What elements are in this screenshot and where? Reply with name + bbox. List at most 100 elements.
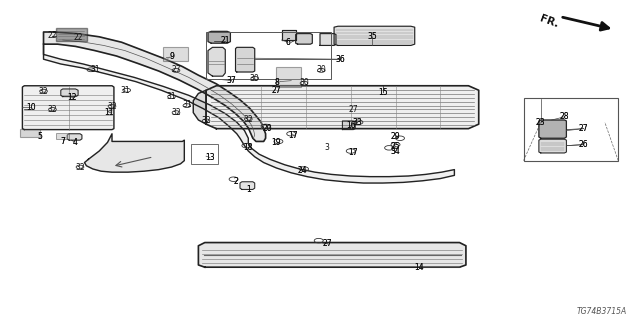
Text: 15: 15 bbox=[378, 88, 388, 97]
Text: 20: 20 bbox=[262, 124, 273, 133]
Polygon shape bbox=[320, 34, 336, 45]
Text: 13: 13 bbox=[205, 153, 215, 162]
Text: 1: 1 bbox=[246, 185, 251, 194]
Polygon shape bbox=[236, 47, 255, 72]
Polygon shape bbox=[44, 44, 454, 183]
Text: FR.: FR. bbox=[538, 14, 560, 30]
Polygon shape bbox=[198, 243, 466, 267]
Text: 32: 32 bbox=[38, 87, 49, 96]
Polygon shape bbox=[208, 31, 230, 43]
Text: 34: 34 bbox=[390, 147, 401, 156]
Polygon shape bbox=[334, 26, 415, 45]
Bar bbox=[56, 133, 69, 139]
Text: 9: 9 bbox=[169, 52, 174, 61]
Text: 2: 2 bbox=[233, 177, 238, 186]
Text: 19: 19 bbox=[271, 138, 282, 147]
Text: 4: 4 bbox=[73, 138, 78, 147]
Bar bbox=[524, 98, 618, 161]
Text: 34: 34 bbox=[390, 147, 401, 156]
Polygon shape bbox=[67, 134, 82, 140]
Text: 21: 21 bbox=[221, 36, 230, 45]
Text: 24: 24 bbox=[297, 166, 307, 175]
Text: 11: 11 bbox=[104, 108, 113, 117]
Text: 31: 31 bbox=[90, 65, 100, 74]
Polygon shape bbox=[208, 47, 225, 76]
Text: 19: 19 bbox=[271, 138, 282, 147]
Text: 32: 32 bbox=[171, 108, 181, 117]
Text: 22: 22 bbox=[48, 31, 57, 40]
Text: 8: 8 bbox=[274, 78, 279, 87]
Text: 35: 35 bbox=[367, 32, 378, 41]
Text: TG74B3715A: TG74B3715A bbox=[577, 307, 627, 316]
Bar bbox=[206, 32, 331, 79]
Text: 23: 23 bbox=[536, 118, 546, 127]
Polygon shape bbox=[539, 139, 566, 153]
Polygon shape bbox=[539, 120, 566, 138]
Text: 29: 29 bbox=[390, 132, 401, 141]
Text: 3: 3 bbox=[324, 143, 329, 152]
Text: 27: 27 bbox=[171, 65, 181, 74]
Bar bbox=[56, 28, 87, 41]
Text: 32: 32 bbox=[201, 116, 211, 125]
Text: 17: 17 bbox=[348, 148, 358, 157]
Text: 10: 10 bbox=[26, 103, 36, 112]
Polygon shape bbox=[296, 34, 312, 44]
Text: 12: 12 bbox=[67, 93, 76, 102]
Text: 23: 23 bbox=[536, 118, 546, 127]
Text: 31: 31 bbox=[120, 86, 130, 95]
Text: 18: 18 bbox=[244, 143, 253, 152]
Text: 6: 6 bbox=[285, 38, 291, 47]
Text: 4: 4 bbox=[73, 138, 78, 147]
Text: 16: 16 bbox=[346, 121, 356, 130]
Text: 17: 17 bbox=[288, 131, 298, 140]
Polygon shape bbox=[61, 89, 78, 97]
Bar bbox=[20, 129, 40, 137]
Text: 32: 32 bbox=[75, 163, 85, 172]
Text: 28: 28 bbox=[560, 112, 569, 121]
Text: 31: 31 bbox=[166, 92, 177, 101]
Text: 21: 21 bbox=[221, 36, 230, 45]
Text: 30: 30 bbox=[250, 74, 260, 83]
Text: 27: 27 bbox=[271, 86, 282, 95]
Polygon shape bbox=[44, 32, 266, 141]
Text: 27: 27 bbox=[271, 86, 282, 95]
Text: 31: 31 bbox=[182, 100, 192, 109]
Text: 33: 33 bbox=[352, 118, 362, 127]
Text: 37: 37 bbox=[227, 76, 237, 85]
Text: 32: 32 bbox=[243, 115, 253, 124]
Text: 14: 14 bbox=[414, 263, 424, 272]
Text: 13: 13 bbox=[205, 153, 215, 162]
Text: 14: 14 bbox=[414, 263, 424, 272]
Text: 26: 26 bbox=[579, 140, 589, 149]
Text: 7: 7 bbox=[60, 137, 65, 146]
Text: 30: 30 bbox=[316, 65, 326, 74]
Bar bbox=[163, 47, 188, 61]
Polygon shape bbox=[342, 121, 355, 130]
Text: 28: 28 bbox=[560, 112, 569, 121]
Text: 25: 25 bbox=[390, 142, 401, 151]
Text: 27: 27 bbox=[348, 105, 358, 114]
Text: 10: 10 bbox=[26, 103, 36, 112]
Text: 20: 20 bbox=[262, 124, 273, 133]
Text: 5: 5 bbox=[37, 132, 42, 141]
Text: 36: 36 bbox=[335, 55, 346, 64]
Text: 17: 17 bbox=[348, 148, 358, 157]
Text: 27: 27 bbox=[323, 239, 333, 248]
Text: 32: 32 bbox=[107, 102, 117, 111]
Polygon shape bbox=[282, 30, 296, 40]
Text: 6: 6 bbox=[285, 38, 291, 47]
Text: 1: 1 bbox=[246, 185, 251, 194]
Polygon shape bbox=[206, 86, 479, 129]
Polygon shape bbox=[193, 90, 206, 124]
Text: 37: 37 bbox=[227, 76, 237, 85]
Text: 27: 27 bbox=[579, 124, 589, 133]
Text: 16: 16 bbox=[346, 121, 356, 130]
Text: 30: 30 bbox=[299, 78, 309, 87]
Text: 33: 33 bbox=[352, 118, 362, 127]
Text: 18: 18 bbox=[244, 143, 253, 152]
Text: 2: 2 bbox=[233, 177, 238, 186]
Text: 27: 27 bbox=[579, 124, 589, 133]
Text: 25: 25 bbox=[390, 142, 401, 151]
Text: 36: 36 bbox=[335, 55, 346, 64]
Polygon shape bbox=[240, 182, 255, 189]
